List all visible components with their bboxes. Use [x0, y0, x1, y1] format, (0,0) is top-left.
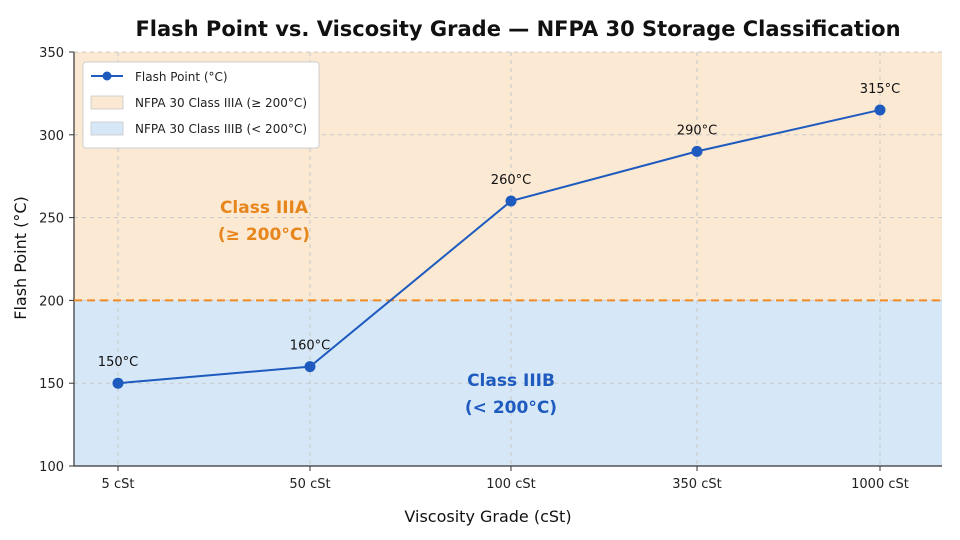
legend-box	[82, 61, 320, 149]
data-point	[505, 195, 517, 207]
data-label: 315°C	[860, 82, 900, 97]
data-point	[112, 377, 124, 389]
y-tick-label: 300	[39, 129, 64, 144]
plot-area: 100 150 200 250 300 350 5 cSt 50 cSt 100 cSt 350 …	[39, 46, 942, 492]
x-axis-label: Viscosity Grade (cSt)	[404, 507, 571, 526]
data-label: 260°C	[491, 173, 531, 188]
data-label: 150°C	[98, 355, 138, 370]
x-tick-label: 50 cSt	[289, 477, 330, 492]
legend-swatch-class-iiia	[90, 95, 124, 110]
y-tick-label: 200	[39, 294, 64, 309]
x-tick-label: 100 cSt	[486, 477, 535, 492]
region-sublabel-class-iiia: (≥ 200°C)	[218, 225, 310, 245]
region-label-class-iiib: Class IIIB	[467, 371, 555, 391]
y-tick-label: 250	[39, 212, 64, 227]
region-sublabel-class-iiib: (< 200°C)	[465, 398, 557, 418]
data-label: 160°C	[290, 339, 330, 354]
x-tick-label: 350 cSt	[672, 477, 721, 492]
data-point	[874, 104, 886, 116]
legend-label-class-iiib: NFPA 30 Class IIIB (< 200°C)	[135, 122, 307, 136]
data-point	[691, 145, 703, 157]
data-point	[304, 361, 316, 373]
legend-swatch-class-iiib	[90, 121, 124, 136]
x-tick-label: 1000 cSt	[851, 477, 909, 492]
legend: Flash Point (°C) NFPA 30 Class IIIA (≥ 20…	[82, 61, 320, 149]
legend-label-flash-point: Flash Point (°C)	[135, 70, 228, 84]
x-tick-label: 5 cSt	[102, 477, 135, 492]
region-label-class-iiia: Class IIIA	[220, 198, 309, 218]
y-tick-label: 350	[39, 46, 64, 61]
y-tick-label: 150	[39, 377, 64, 392]
legend-label-class-iiia: NFPA 30 Class IIIA (≥ 200°C)	[135, 96, 307, 110]
y-axis-label: Flash Point (°C)	[11, 196, 30, 319]
y-tick-label: 100	[39, 460, 64, 475]
chart-title: Flash Point vs. Viscosity Grade — NFPA 3…	[135, 17, 900, 41]
data-label: 290°C	[677, 123, 717, 138]
legend-swatch-marker	[102, 71, 112, 81]
